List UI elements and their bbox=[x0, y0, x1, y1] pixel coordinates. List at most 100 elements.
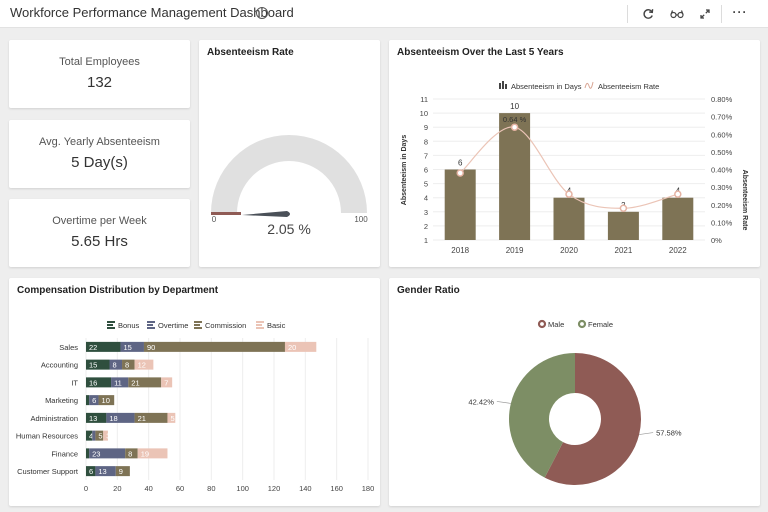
y-axis-right-label: Absenteeism Rate bbox=[741, 170, 748, 231]
gauge-needle bbox=[242, 211, 290, 217]
bar-segment-overtime[interactable] bbox=[89, 448, 126, 459]
gauge-fill bbox=[211, 212, 241, 215]
page-title: Workforce Performance Management Dashboa… bbox=[10, 5, 294, 20]
card-title: Absenteeism Over the Last 5 Years bbox=[397, 47, 564, 58]
rate-value-label: 0.64 % bbox=[503, 115, 527, 124]
gauge-max-label: 100 bbox=[354, 215, 368, 224]
segment-value-label: 12 bbox=[138, 361, 146, 370]
bar-segment-basic[interactable] bbox=[134, 359, 154, 370]
bar-days[interactable] bbox=[553, 197, 585, 240]
bar-segment-basic[interactable] bbox=[167, 412, 176, 423]
y-left-tick-label: 7 bbox=[424, 151, 428, 160]
kpi-card-total-employees: Total Employees 132 bbox=[9, 40, 190, 108]
bar-segment-bonus[interactable] bbox=[86, 412, 107, 423]
refresh-icon[interactable] bbox=[639, 5, 657, 23]
segment-value-label: 6 bbox=[89, 467, 93, 476]
segment-value-label: 8 bbox=[113, 361, 117, 370]
gauge-track bbox=[211, 135, 367, 213]
segment-value-label: 4 bbox=[89, 432, 93, 441]
compensation-card: Compensation Distribution by Department … bbox=[9, 278, 380, 506]
bar-segment-bonus[interactable] bbox=[86, 466, 96, 477]
x-tick-label: 140 bbox=[299, 484, 312, 493]
legend-label-rate: Absenteeism Rate bbox=[598, 82, 659, 91]
bar-segment-overtime[interactable] bbox=[111, 377, 129, 388]
y-left-tick-label: 10 bbox=[420, 109, 428, 118]
bar-segment-commission[interactable] bbox=[98, 395, 115, 406]
bar-segment-overtime[interactable] bbox=[92, 430, 96, 441]
legend-bar-icon-part bbox=[505, 84, 507, 89]
rate-point[interactable] bbox=[456, 169, 464, 177]
card-title: Compensation Distribution by Department bbox=[17, 285, 219, 296]
legend-marker bbox=[577, 319, 587, 329]
bar-segment-commission[interactable] bbox=[134, 412, 168, 423]
x-tick-label: 40 bbox=[144, 484, 152, 493]
x-tick-label: 2020 bbox=[560, 246, 578, 255]
bar-segment-commission[interactable] bbox=[125, 448, 138, 459]
bar-days[interactable] bbox=[444, 169, 476, 241]
bar-segment-basic[interactable] bbox=[103, 430, 108, 441]
legend-label: Male bbox=[548, 320, 564, 329]
bar-segment-commission[interactable] bbox=[122, 359, 135, 370]
y-left-tick-label: 11 bbox=[420, 95, 428, 104]
bar-segment-overtime[interactable] bbox=[120, 341, 144, 352]
expand-icon[interactable] bbox=[696, 5, 714, 23]
legend-bar-icon-part bbox=[502, 81, 504, 89]
glasses-icon[interactable] bbox=[668, 5, 686, 23]
segment-value-label: 5 bbox=[170, 414, 174, 423]
bar-segment-bonus[interactable] bbox=[86, 359, 110, 370]
bar-segment-commission[interactable] bbox=[143, 341, 285, 352]
bar-segment-commission[interactable] bbox=[115, 466, 130, 477]
y-left-tick-label: 6 bbox=[424, 166, 428, 175]
gender-ratio-card: Gender Ratio Male Female 57.58% 42.42% bbox=[389, 278, 760, 506]
legend: Absenteeism in Days Absenteeism Rate bbox=[499, 81, 659, 91]
bar-segment-bonus[interactable] bbox=[86, 395, 90, 406]
bar-segment-overtime[interactable] bbox=[109, 359, 123, 370]
y-right-tick-label: 0.50% bbox=[711, 148, 733, 157]
category-label: IT bbox=[71, 378, 78, 387]
bar-segment-basic[interactable] bbox=[284, 341, 317, 352]
bar-segment-overtime[interactable] bbox=[106, 412, 135, 423]
bar-segment-basic[interactable] bbox=[137, 448, 168, 459]
bar-segment-basic[interactable] bbox=[161, 377, 173, 388]
bar-segment-bonus[interactable] bbox=[86, 448, 90, 459]
y-left-tick-label: 5 bbox=[424, 180, 428, 189]
bar-segment-bonus[interactable] bbox=[86, 430, 93, 441]
bar-segment-bonus[interactable] bbox=[86, 377, 112, 388]
bar-segment-bonus[interactable] bbox=[86, 341, 121, 352]
bar-segment-overtime[interactable] bbox=[89, 395, 99, 406]
legend-label: Basic bbox=[267, 321, 286, 330]
rate-point[interactable] bbox=[510, 123, 519, 131]
bar-days[interactable] bbox=[499, 113, 531, 240]
donut-slice-female[interactable] bbox=[509, 353, 575, 478]
bar-days[interactable] bbox=[607, 211, 639, 240]
segment-value-label: 23 bbox=[92, 449, 100, 458]
bar-segment-commission[interactable] bbox=[128, 377, 162, 388]
gender-donut-chart: Male Female 57.58% 42.42% bbox=[468, 319, 682, 485]
more-icon[interactable]: ··· bbox=[732, 5, 748, 19]
legend-swatch bbox=[147, 321, 155, 323]
segment-value-label: 16 bbox=[89, 378, 97, 387]
bar-value-label: 6 bbox=[458, 159, 463, 168]
segment-value-label: 8 bbox=[128, 449, 132, 458]
donut-slice-male[interactable] bbox=[544, 353, 641, 485]
legend-swatch bbox=[107, 321, 115, 323]
legend-swatch bbox=[194, 327, 202, 329]
x-tick-label: 80 bbox=[207, 484, 215, 493]
info-icon[interactable]: i bbox=[256, 7, 268, 19]
rate-point[interactable] bbox=[674, 190, 682, 198]
y-right-tick-label: 0.10% bbox=[711, 218, 733, 227]
bar-days[interactable] bbox=[662, 197, 694, 240]
x-tick-label: 2018 bbox=[451, 246, 469, 255]
rate-point[interactable] bbox=[565, 190, 573, 198]
y-right-tick-label: 0.80% bbox=[711, 95, 733, 104]
bar-segment-overtime[interactable] bbox=[95, 466, 116, 477]
x-tick-label: 120 bbox=[268, 484, 281, 493]
y-right-tick-label: 0.70% bbox=[711, 113, 733, 122]
bar-segment-commission[interactable] bbox=[95, 430, 104, 441]
legend-swatch bbox=[147, 327, 155, 329]
category-label: Sales bbox=[59, 343, 78, 352]
segment-value-label: 9 bbox=[119, 467, 123, 476]
rate-point[interactable] bbox=[619, 204, 628, 213]
leader-line bbox=[639, 432, 654, 435]
kpi-label: Overtime per Week bbox=[52, 215, 147, 227]
